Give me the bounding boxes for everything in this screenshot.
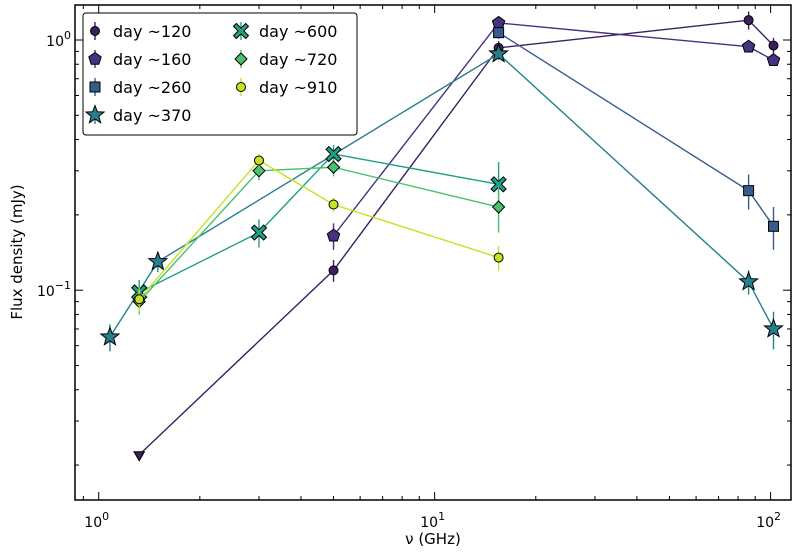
data-point [493,27,505,39]
data-point [326,228,341,242]
legend-box [82,12,358,136]
legend-label: day ~370 [113,106,191,125]
legend-label: day ~160 [113,50,191,69]
data-point [147,250,169,271]
legend-marker [89,81,101,93]
data-point [326,160,341,174]
data-point [768,40,779,51]
y-axis-label: Flux density (mJy) [8,184,26,319]
data-point [766,53,781,66]
data-point [767,220,779,232]
legend-label: day ~120 [113,22,191,41]
x-tick-label: 102 [756,510,781,531]
legend-marker [234,52,248,66]
legend-label: day ~260 [113,78,191,97]
series-day-160 [326,15,781,250]
legend-label: day ~720 [259,50,337,69]
data-point [134,294,145,305]
series-line [138,159,499,300]
series-layer [99,11,784,462]
legend-marker [90,26,100,36]
x-axis-label: ν (GHz) [405,530,461,548]
data-point [252,164,266,178]
legend-marker [88,51,102,65]
legend: day ~120 day ~160 day ~260 day ~370 day ~600… [82,12,358,136]
series-line [138,153,499,294]
plot-frame [74,4,792,501]
legend-label: day ~910 [259,78,337,97]
series-line [138,166,499,303]
legend-marker [236,82,246,92]
legend-marker [232,22,250,40]
data-point [488,42,509,63]
data-point [738,270,759,291]
data-point [253,155,264,166]
series-line [332,22,774,237]
legend-label: day ~600 [259,22,337,41]
y-tick-label: 100 [46,29,71,50]
x-tick-label: 100 [84,510,109,531]
data-point [328,199,339,210]
data-point [491,200,506,214]
data-point [743,15,754,26]
data-point [743,185,755,197]
upper-limit-marker [133,451,146,462]
legend-marker [84,104,106,124]
x-tick-label: 101 [420,510,445,531]
data-point [99,326,121,346]
series-day-260 [493,26,779,250]
y-tick-label: 10−1 [37,279,71,300]
data-point [250,224,268,241]
data-point [493,252,504,263]
data-point [763,318,784,338]
series-day-910 [134,154,504,312]
data-point [741,39,756,53]
data-point [325,145,342,163]
data-point [328,265,339,276]
